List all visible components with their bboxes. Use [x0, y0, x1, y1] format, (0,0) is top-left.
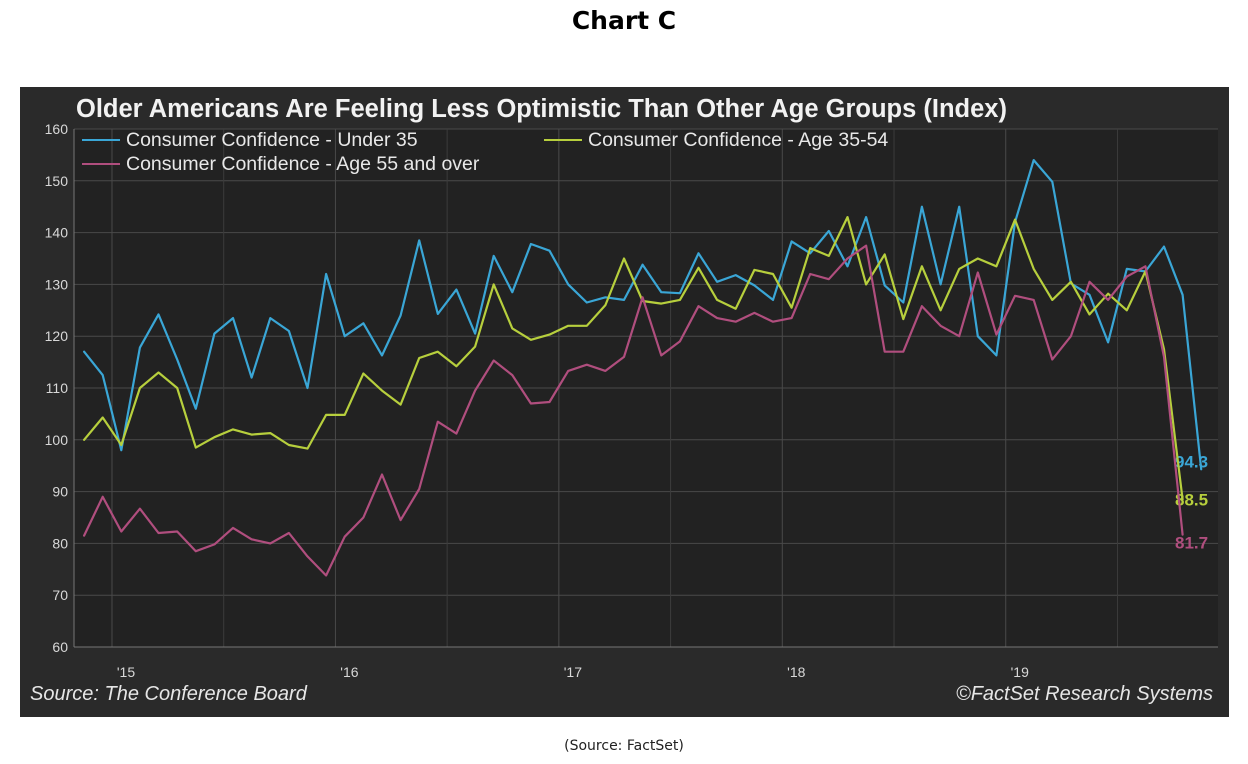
series-end-label-1: 88.5	[1175, 490, 1208, 509]
chart-plot: 60 70 80 90 100 110 120 130 140 150 160 '15 '16 '17 '1…	[45, 121, 1218, 680]
y-tick-label: 130	[45, 276, 69, 292]
series-end-label-0: 94.3	[1175, 452, 1208, 471]
legend-swatch-age-55-over	[82, 162, 120, 165]
y-tick-label: 90	[52, 484, 68, 500]
legend-label-age-55-over: Consumer Confidence - Age 55 and over	[126, 153, 480, 175]
x-tick-label: '17	[564, 664, 582, 680]
legend-label-age-35-54: Consumer Confidence - Age 35-54	[588, 129, 889, 151]
y-tick-label: 120	[45, 328, 69, 344]
legend-label-under-35: Consumer Confidence - Under 35	[126, 129, 418, 151]
series-line-1	[83, 216, 1184, 501]
y-tick-label: 100	[45, 432, 69, 448]
x-tick-label: '16	[340, 664, 358, 680]
y-tick-label: 70	[52, 587, 68, 603]
page-heading: Chart C	[571, 6, 677, 35]
chart-title: Older Americans Are Feeling Less Optimis…	[76, 95, 1007, 123]
legend-swatch-age-35-54	[544, 138, 582, 141]
series-end-label-2: 81.7	[1175, 534, 1208, 553]
legend-swatch-under-35	[82, 138, 120, 141]
copyright-note: ©FactSet Research Systems	[955, 683, 1213, 705]
y-tick-label: 140	[45, 225, 69, 241]
chart-panel: 60 70 80 90 100 110 120 130 140 150 160 '15 '16 '17 '1…	[20, 87, 1229, 717]
x-tick-label: '18	[787, 664, 805, 680]
y-tick-label: 160	[45, 121, 69, 137]
y-tick-label: 110	[46, 380, 69, 396]
y-tick-label: 150	[45, 173, 69, 189]
series-line-2	[83, 244, 1184, 577]
legend-item-age-35-54: Consumer Confidence - Age 35-54	[544, 129, 888, 152]
y-tick-label: 80	[52, 535, 68, 551]
x-tick-label: '15	[117, 664, 135, 680]
legend-item-under-35: Consumer Confidence - Under 35	[82, 129, 418, 152]
legend-item-age-55-over: Consumer Confidence - Age 55 and over	[82, 153, 479, 176]
x-tick-label: '19	[1011, 664, 1029, 680]
source-note: Source: The Conference Board	[30, 683, 307, 705]
source-caption: (Source: FactSet)	[564, 738, 684, 754]
y-tick-label: 60	[52, 639, 68, 655]
